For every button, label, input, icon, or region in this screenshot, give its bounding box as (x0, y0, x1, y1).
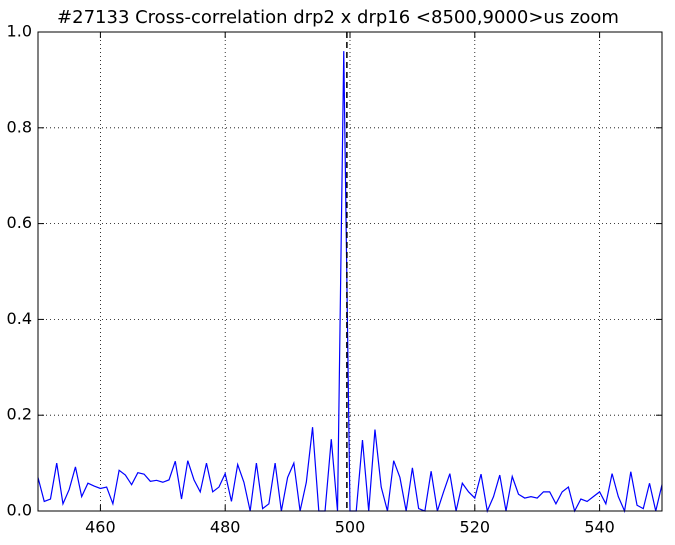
x-tick-label: 540 (584, 518, 615, 537)
y-tick-label: 1.0 (7, 22, 32, 41)
x-tick-label: 520 (460, 518, 491, 537)
x-tick-label: 480 (210, 518, 241, 537)
plot-frame (37, 31, 663, 512)
y-tick-label: 0.0 (7, 501, 32, 520)
x-tick-label: 460 (85, 518, 116, 537)
x-tick-label: 500 (335, 518, 366, 537)
y-tick-label: 0.6 (7, 213, 32, 232)
y-tick-label: 0.2 (7, 405, 32, 424)
y-tick-label: 0.8 (7, 117, 32, 136)
y-tick-label: 0.4 (7, 309, 32, 328)
chart-title: #27133 Cross-correlation drp2 x drp16 <8… (57, 7, 619, 28)
